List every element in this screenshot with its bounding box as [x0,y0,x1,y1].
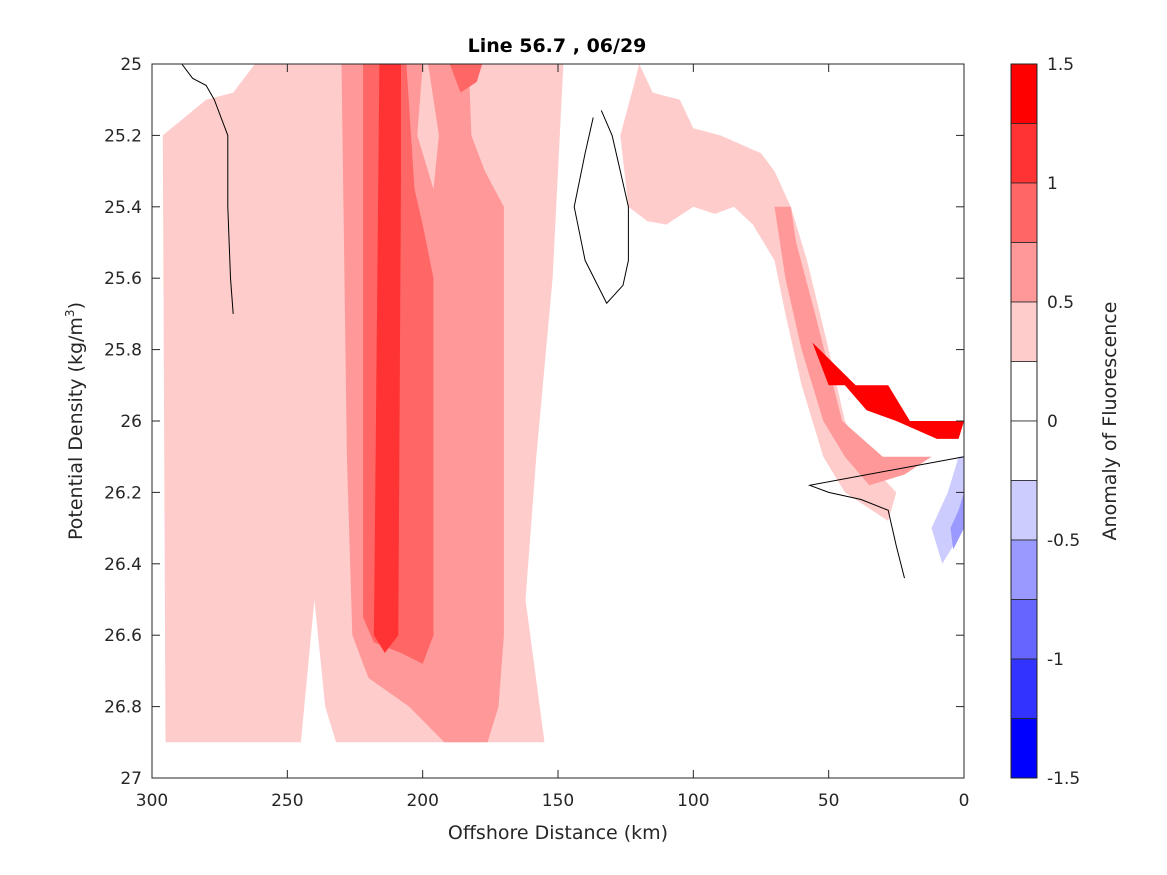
colorbar-segment [1010,361,1038,422]
colorbar-segment [1010,480,1038,541]
y-tick-label: 26.6 [104,626,142,646]
contour-line-1 [573,110,629,305]
x-axis: 300 250 200 150 100 50 0 [136,64,970,811]
y-tick-label: 25 [120,55,142,75]
x-axis-label: Offshore Distance (km) [448,822,668,844]
colorbar-segment [1010,539,1038,600]
x-tick-label: 100 [677,791,709,811]
y-axis: 25 25.2 25.4 25.6 25.8 26 26.2 26.4 26.6 26.8 27 [104,55,964,789]
colorbar-segment [1010,420,1038,481]
y-axis-label-superscript: 3 [63,309,77,317]
x-tick-label: 200 [406,791,438,811]
colorbar-label: Anomaly of Fluorescence [1099,302,1121,541]
y-tick-label: 26.4 [104,555,142,575]
colorbar-tick-label: -1.5 [1047,769,1080,789]
y-tick-label: 25.8 [104,341,142,361]
y-tick-label: 27 [120,769,142,789]
x-tick-label: 50 [818,791,840,811]
y-tick-label: 25.4 [104,198,142,218]
contour-line-0 [181,64,234,314]
colorbar: 1.5 1 0.5 0 -0.5 -1 -1.5 [1010,55,1080,789]
colorbar-tick-label: 0 [1047,412,1058,432]
colorbar-segment [1010,182,1038,243]
chart-title: Line 56.7 , 06/29 [468,35,647,57]
colorbar-frame [1010,63,1038,779]
contour-line-2 [807,456,964,579]
contour-fill-layer [162,64,964,743]
y-tick-label: 26.2 [104,483,142,503]
colorbar-segment [1010,718,1038,779]
colorbar-segment [1010,658,1038,719]
y-axis-label: Potential Density (kg/m3) [63,302,87,540]
y-tick-label: 25.6 [104,269,142,289]
x-tick-label: 300 [136,791,168,811]
colorbar-tick-label: 0.5 [1047,293,1074,313]
colorbar-tick-label: 1.5 [1047,55,1074,75]
contour-region-8 [950,492,964,550]
colorbar-segment [1010,301,1038,362]
colorbar-segment [1010,63,1038,124]
y-axis-label-close: ) [65,302,87,309]
colorbar-tick-label: 1 [1047,174,1058,194]
contour-region-6 [812,342,964,439]
colorbar-segment [1010,599,1038,660]
x-tick-label: 0 [959,791,970,811]
contour-region-3 [774,206,932,486]
y-tick-label: 26 [120,412,142,432]
colorbar-tick-label: -0.5 [1047,531,1080,551]
y-tick-label: 26.8 [104,698,142,718]
y-axis-label-main: Potential Density (kg/m [65,317,87,540]
x-tick-label: 250 [271,791,303,811]
colorbar-tick-label: -1 [1047,650,1064,670]
colorbar-segment [1010,123,1038,184]
x-tick-label: 150 [542,791,574,811]
contour-line-layer [181,64,964,579]
colorbar-segment [1010,242,1038,303]
y-tick-label: 25.2 [104,126,142,146]
contour-region-5 [373,64,401,653]
